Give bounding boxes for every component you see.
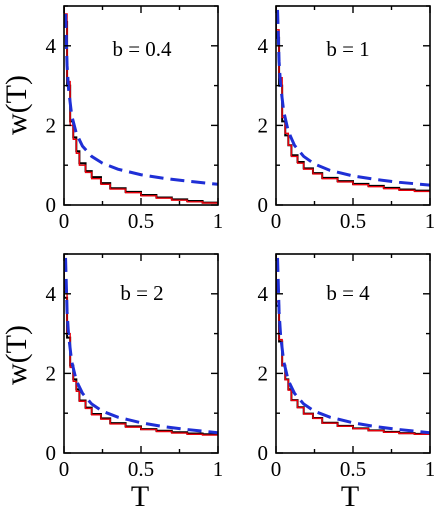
x-tick-label: 0 bbox=[59, 209, 70, 233]
panel-3: 0 0.5 1 0 2 4 b = 2 bbox=[46, 253, 224, 481]
y-tick-label: 4 bbox=[46, 282, 57, 306]
x-tick-label: 0.5 bbox=[128, 209, 154, 233]
panels: 0 0.5 1 0 2 4 b = 0.4 0 0.5 1 0 2 4 b = 1 0 0.5 1 0 2 4 b = … bbox=[46, 5, 436, 481]
x-tick-label: 1 bbox=[213, 457, 224, 481]
x-tick-label: 0.5 bbox=[340, 209, 366, 233]
series-blue-dashed bbox=[64, 257, 218, 435]
y-tick-label: 0 bbox=[46, 193, 57, 217]
series-blue-dashed bbox=[276, 257, 430, 435]
series-red-step bbox=[64, 6, 218, 204]
series-black-step bbox=[276, 6, 430, 192]
x-tick-label: 0 bbox=[271, 457, 282, 481]
panel-1: 0 0.5 1 0 2 4 b = 0.4 bbox=[46, 5, 224, 233]
panel-annotation: b = 4 bbox=[326, 281, 370, 305]
series-black-step bbox=[64, 254, 218, 436]
x-tick-label: 1 bbox=[213, 209, 224, 233]
x-tick-label: 1 bbox=[425, 457, 436, 481]
series-red-step bbox=[64, 254, 218, 436]
panel-2: 0 0.5 1 0 2 4 b = 1 bbox=[258, 5, 436, 233]
x-axis-label-left: T bbox=[131, 480, 149, 513]
y-tick-label: 2 bbox=[46, 113, 57, 137]
series-blue-dashed bbox=[64, 13, 218, 186]
y-tick-label: 2 bbox=[258, 113, 269, 137]
plot-frame bbox=[275, 5, 431, 206]
x-tick-label: 1 bbox=[425, 209, 436, 233]
panel-annotation: b = 2 bbox=[120, 281, 163, 305]
x-axis-label-right: T bbox=[341, 480, 359, 513]
panel-annotation: b = 1 bbox=[326, 37, 369, 61]
y-tick-label: 0 bbox=[258, 193, 269, 217]
y-tick-label: 0 bbox=[46, 441, 57, 465]
y-tick-label: 0 bbox=[258, 441, 269, 465]
series-black-step bbox=[276, 254, 430, 435]
x-tick-label: 0.5 bbox=[128, 457, 154, 481]
panel-4: 0 0.5 1 0 2 4 b = 4 bbox=[258, 253, 436, 481]
series-red-step bbox=[276, 6, 430, 193]
y-axis-label-top: w(T) bbox=[0, 75, 33, 135]
panel-annotation: b = 0.4 bbox=[112, 37, 172, 61]
x-tick-label: 0 bbox=[59, 457, 70, 481]
y-tick-label: 4 bbox=[258, 34, 269, 58]
y-axis-label-bottom: w(T) bbox=[0, 325, 33, 385]
series-blue-dashed bbox=[276, 9, 430, 187]
y-tick-label: 2 bbox=[46, 361, 57, 385]
y-tick-label: 2 bbox=[258, 361, 269, 385]
x-tick-label: 0 bbox=[271, 209, 282, 233]
x-tick-label: 0.5 bbox=[340, 457, 366, 481]
series-red-step bbox=[276, 254, 430, 435]
y-tick-label: 4 bbox=[258, 282, 269, 306]
y-tick-label: 4 bbox=[46, 34, 57, 58]
